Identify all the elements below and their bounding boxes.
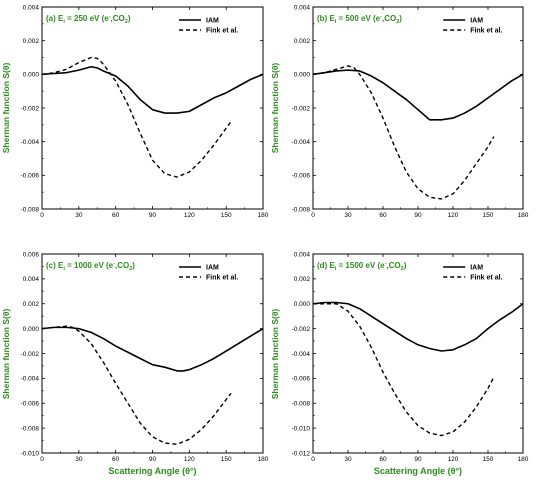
y-tick-label: -0.002 <box>21 351 40 358</box>
plot-frame <box>312 6 524 210</box>
x-tick-label: 0 <box>311 456 315 463</box>
x-axis-label: Scattering Angle (θ°) <box>374 466 462 476</box>
y-tick-label: -0.006 <box>21 173 40 180</box>
y-tick-label: -0.006 <box>292 173 311 180</box>
y-tick-label: -0.002 <box>292 105 311 112</box>
series-line-fink <box>41 325 232 445</box>
y-tick-label: 0.002 <box>294 38 311 45</box>
x-tick-label: 180 <box>518 456 529 463</box>
panel-title: (a) Ei = 250 eV (e-,CO2) <box>46 14 131 25</box>
y-tick-label: -0.008 <box>292 401 311 408</box>
y-tick-label: -0.004 <box>21 376 40 383</box>
x-tick-label: 0 <box>40 456 44 463</box>
x-tick-label: 0 <box>40 212 44 219</box>
series-line-fink <box>312 65 495 200</box>
x-tick-label: 180 <box>258 212 269 219</box>
x-tick-label: 120 <box>448 456 459 463</box>
panel-title: (c) Ei = 1000 eV (e-,CO2) <box>46 261 135 272</box>
series-line-fink <box>313 303 495 437</box>
series-line-iam <box>312 301 524 352</box>
x-tick-label: 120 <box>184 212 195 219</box>
legend-label: Fink et al. <box>470 28 502 35</box>
y-tick-label: 0.002 <box>23 301 40 308</box>
y-axis-label: Sherman function S(θ) <box>1 309 11 400</box>
legend-label: Fink et al. <box>206 275 238 282</box>
chart-panel-b: 0 30 60 90 120 150 180 0.004 0.002 0.000 -0.002 -0.… <box>270 4 529 219</box>
y-tick-label: -0.006 <box>21 401 40 408</box>
plot-frame <box>41 6 264 210</box>
y-tick-label: 0.004 <box>294 251 311 258</box>
legend-label: IAM <box>470 265 483 272</box>
y-axis-label: Sherman function S(θ) <box>1 63 11 154</box>
y-tick-label: 0.002 <box>23 38 40 45</box>
x-tick-label: 150 <box>483 212 494 219</box>
legend-label: IAM <box>206 18 219 25</box>
x-tick-label: 150 <box>483 456 494 463</box>
x-tick-label: 60 <box>379 456 387 463</box>
chart-panel-a: 0 30 60 90 120 150 180 0.004 0.002 0.000 -0.002 -0.… <box>1 4 269 219</box>
x-tick-label: 90 <box>414 456 422 463</box>
legend-label: Fink et al. <box>470 275 502 282</box>
chart-panel-d: 0 30 60 90 120 150 180 0.004 0.002 0.000 -0.002 -0.… <box>270 251 529 476</box>
plot-frame <box>41 253 264 454</box>
y-tick-label: -0.004 <box>21 139 40 146</box>
y-tick-label: -0.010 <box>21 450 40 457</box>
x-tick-label: 30 <box>75 212 83 219</box>
series-line-iam <box>41 326 264 372</box>
panel-title: (b) Ei = 500 eV (e-,CO2) <box>317 14 402 25</box>
x-axis-label: Scattering Angle (θ°) <box>108 466 196 476</box>
x-tick-label: 60 <box>112 212 120 219</box>
y-tick-label: 0.000 <box>23 72 40 79</box>
y-tick-label: 0.006 <box>23 251 40 258</box>
x-tick-label: 150 <box>221 212 232 219</box>
y-axis-label: Sherman function S(θ) <box>270 309 280 400</box>
x-tick-label: 120 <box>448 212 459 219</box>
y-tick-label: -0.002 <box>21 105 40 112</box>
chart-panel-c: 0 30 60 90 120 150 180 0.006 0.004 0.002 0.000 -0.0… <box>1 251 269 476</box>
x-tick-label: 150 <box>221 456 232 463</box>
x-tick-label: 90 <box>414 212 422 219</box>
series-line-fink <box>41 56 232 178</box>
y-tick-label: 0.004 <box>23 4 40 11</box>
x-tick-label: 180 <box>258 456 269 463</box>
y-tick-label: -0.008 <box>292 206 311 213</box>
x-tick-label: 90 <box>149 212 157 219</box>
y-tick-label: -0.012 <box>292 450 311 457</box>
y-tick-label: 0.004 <box>294 4 311 11</box>
x-tick-label: 30 <box>344 212 352 219</box>
y-tick-label: -0.006 <box>292 376 311 383</box>
legend-label: Fink et al. <box>206 28 238 35</box>
panel-title: (d) Ei = 1500 eV (e-,CO2) <box>317 261 407 272</box>
x-tick-label: 30 <box>75 456 83 463</box>
series-line-iam <box>312 69 524 121</box>
y-tick-label: -0.010 <box>292 425 311 432</box>
y-tick-label: 0.002 <box>294 276 311 283</box>
y-tick-label: -0.004 <box>292 351 311 358</box>
y-tick-label: -0.008 <box>21 425 40 432</box>
y-tick-label: -0.004 <box>292 139 311 146</box>
x-tick-label: 0 <box>311 212 315 219</box>
x-tick-label: 60 <box>112 456 120 463</box>
legend-label: IAM <box>470 18 483 25</box>
y-tick-label: -0.008 <box>21 206 40 213</box>
x-tick-label: 180 <box>518 212 529 219</box>
legend-label: IAM <box>206 265 219 272</box>
y-tick-label: 0.004 <box>23 276 40 283</box>
x-tick-label: 30 <box>344 456 352 463</box>
y-tick-label: 0.000 <box>23 326 40 333</box>
y-tick-label: 0.000 <box>294 72 311 79</box>
plot-frame <box>312 253 524 454</box>
x-tick-label: 90 <box>149 456 157 463</box>
series-line-iam <box>41 65 264 114</box>
x-tick-label: 60 <box>379 212 387 219</box>
y-axis-label: Sherman function S(θ) <box>270 63 280 154</box>
y-tick-label: 0.000 <box>294 301 311 308</box>
y-tick-label: -0.002 <box>292 326 311 333</box>
x-tick-label: 120 <box>184 456 195 463</box>
